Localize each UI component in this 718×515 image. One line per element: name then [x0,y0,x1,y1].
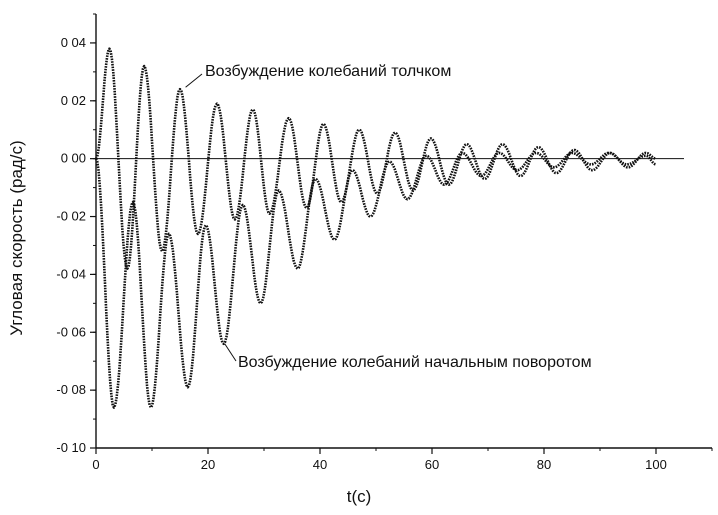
axes: 0 04 0 02 0 00 -0 02 -0 04 -0 06 -0 08 -0 10 0 20… [56,13,713,472]
series-line-1 [94,47,657,270]
annotation-leader [224,343,237,362]
series-line-2 [94,151,657,409]
x-tick-label: 0 [92,457,99,472]
y-tick-label: 0 00 [61,151,86,166]
x-tick-label: 20 [201,457,215,472]
x-tick-label: 80 [537,457,551,472]
series-layer [94,47,657,409]
y-tick-label: -0 08 [56,382,86,397]
y-tick-label: 0 04 [61,35,86,50]
annotation-text: Возбуждение колебаний толчком [205,63,451,80]
y-tick-label: -0 10 [56,440,86,455]
y-axis-title: Угловая скорость (рад/с) [7,140,26,335]
annotations: Возбуждение колебаний толчком Возбуждение… [185,63,592,371]
annotation-text: Возбуждение колебаний начальным поворото… [238,354,592,371]
y-tick-label: 0 02 [61,93,86,108]
x-tick-label: 60 [425,457,439,472]
x-axis-title: t(c) [347,487,372,506]
y-tick-label: -0 06 [56,324,86,339]
y-tick-label: -0 04 [56,266,86,281]
annotation-leader [185,73,203,88]
x-tick-label: 40 [313,457,327,472]
x-tick-label: 100 [645,457,667,472]
y-tick-label: -0 02 [56,209,86,224]
